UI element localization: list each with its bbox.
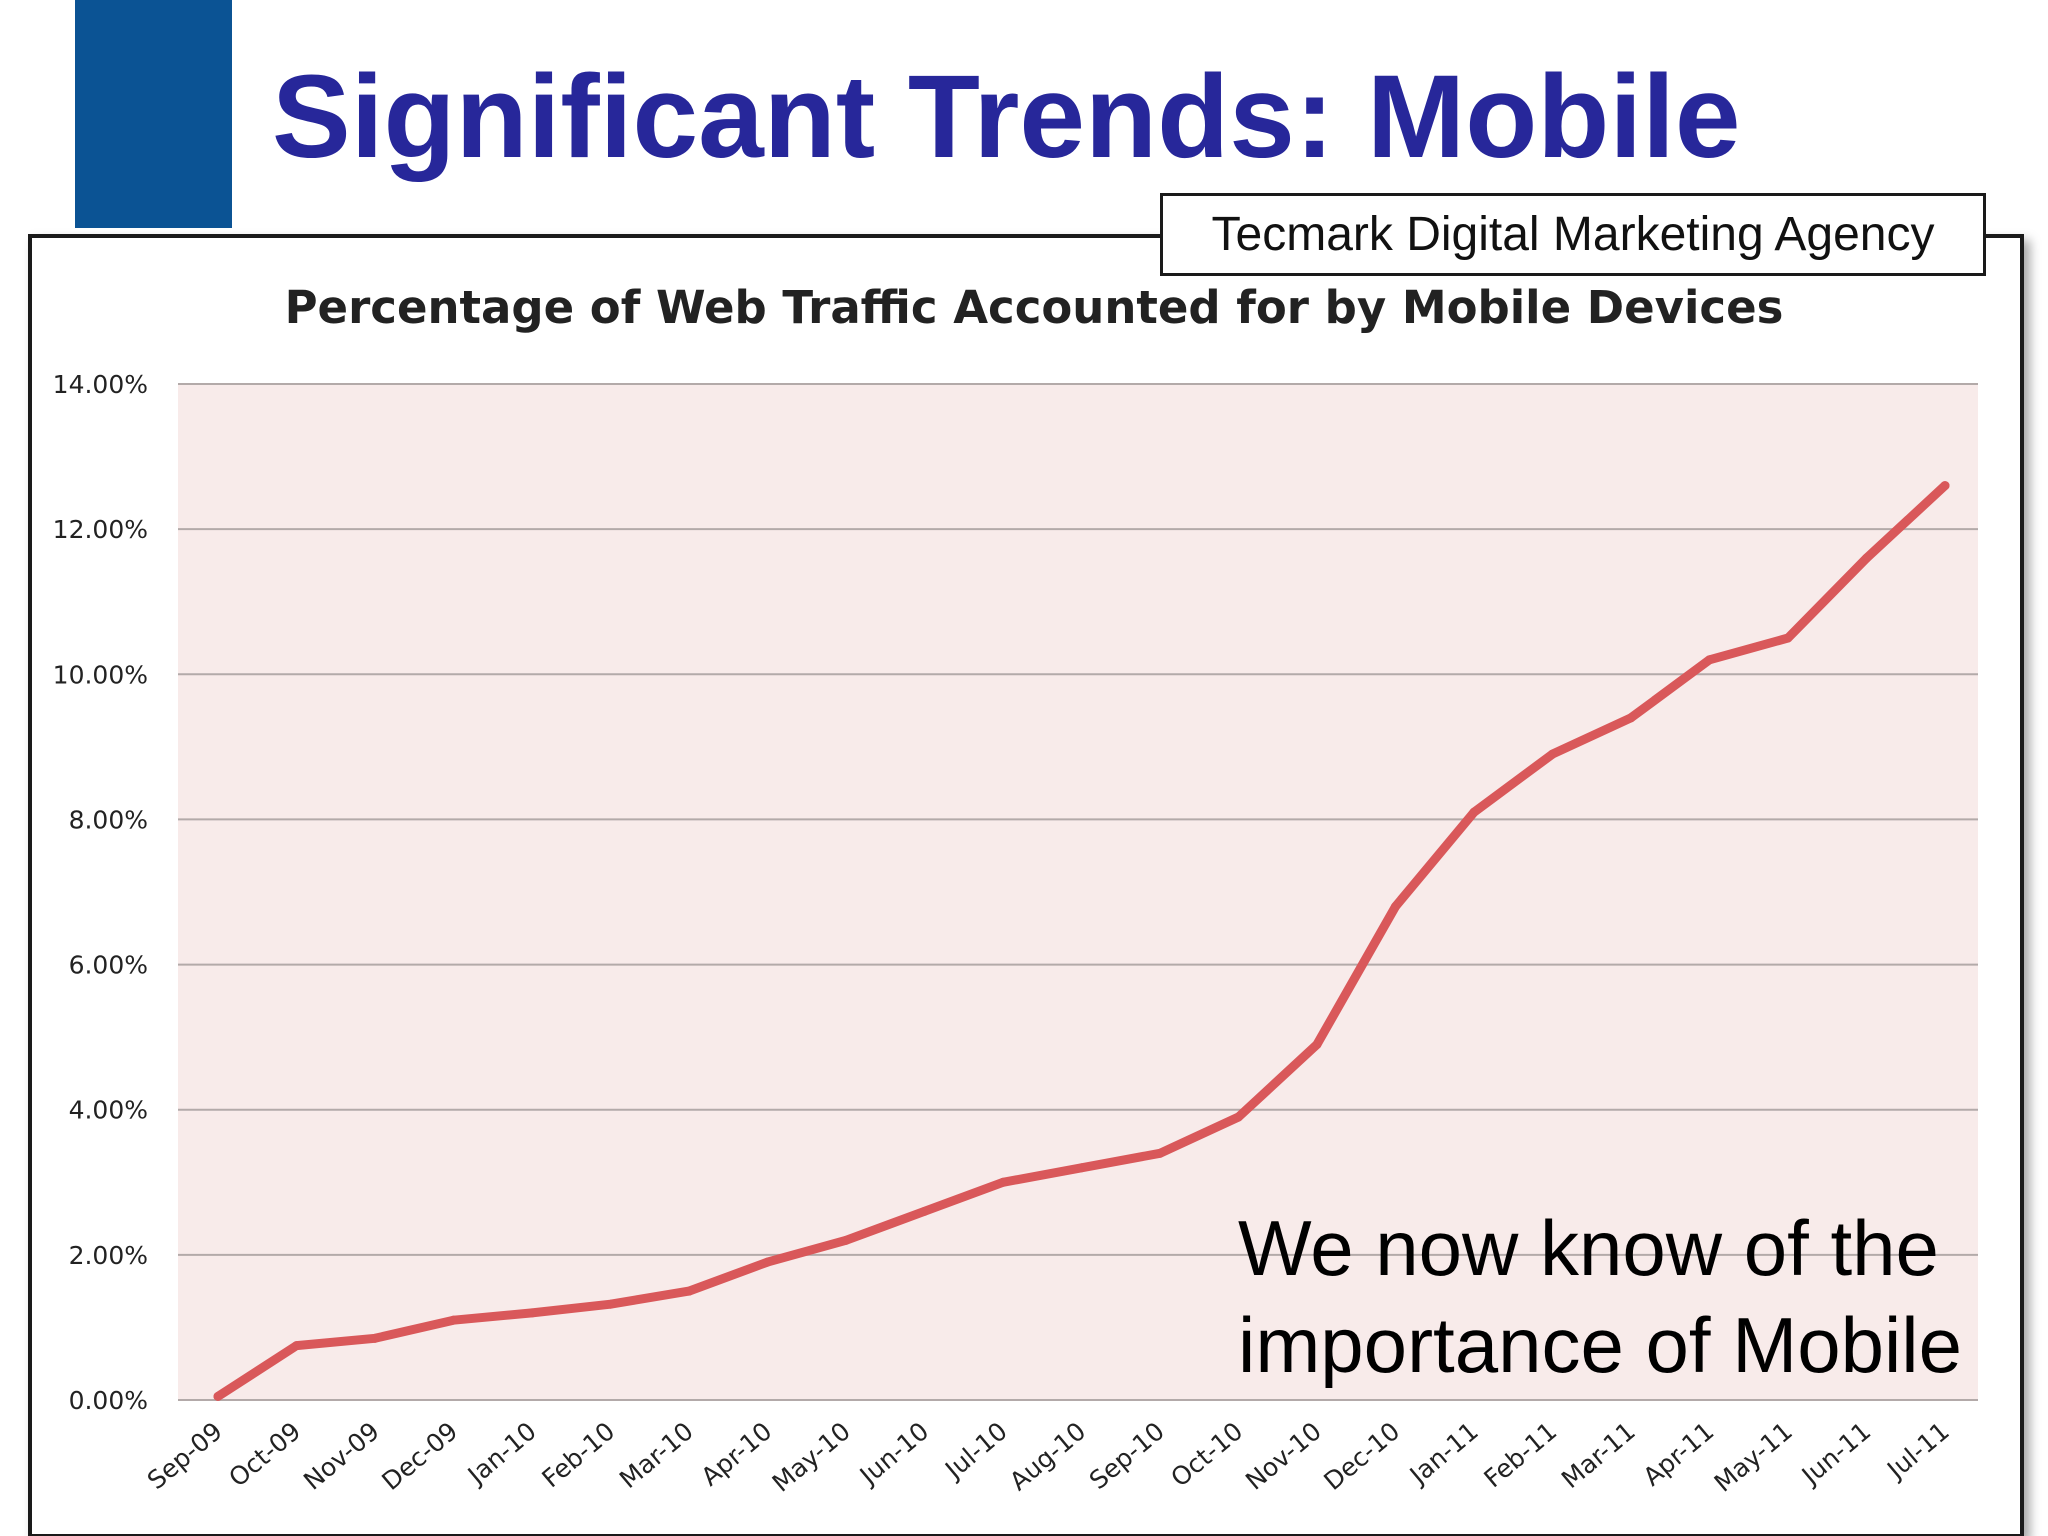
y-tick-label: 2.00% [69, 1241, 148, 1270]
data-point [213, 1391, 223, 1401]
data-point [841, 1235, 851, 1245]
data-point [1234, 1112, 1243, 1122]
x-tick-label: Jul-10 [938, 1416, 1013, 1485]
x-tick-label: Dec-09 [376, 1416, 463, 1496]
x-tick-label: Apr-10 [696, 1416, 778, 1491]
y-tick-label: 4.00% [69, 1096, 148, 1125]
x-tick-label: Sep-09 [142, 1416, 228, 1495]
y-tick-label: 12.00% [53, 515, 148, 544]
x-tick-label: Mar-11 [1556, 1416, 1641, 1494]
x-tick-label: Sep-10 [1084, 1416, 1170, 1495]
plot-area [178, 384, 1978, 1400]
data-point [1862, 553, 1871, 563]
data-point [1705, 655, 1714, 665]
source-label: Tecmark Digital Marketing Agency [1160, 193, 1986, 276]
gridlines [178, 383, 1978, 1401]
series-group [213, 481, 1950, 1401]
slide-title: Significant Trends: Mobile [272, 51, 1741, 183]
y-axis-tick-labels: 0.00% 2.00% 4.00% 6.00% 8.00% 10.00% 12.00% 14.… [53, 370, 148, 1415]
x-tick-label: Jun-11 [1795, 1416, 1876, 1491]
data-point [763, 1257, 772, 1267]
callout-line-1: We now know of the [1238, 1204, 1939, 1292]
data-point [449, 1315, 458, 1325]
data-point [1626, 713, 1636, 723]
data-point [1469, 807, 1479, 817]
data-point [1077, 1163, 1086, 1173]
y-tick-label: 6.00% [69, 951, 148, 980]
x-tick-label: Nov-09 [298, 1416, 385, 1495]
x-tick-label: Jul-11 [1880, 1416, 1955, 1485]
x-tick-label: Dec-10 [1318, 1416, 1405, 1496]
x-tick-label: May-10 [767, 1416, 856, 1497]
y-tick-label: 10.00% [53, 660, 148, 689]
data-point [684, 1286, 694, 1296]
y-tick-label: 14.00% [53, 370, 148, 399]
y-tick-label: 0.00% [69, 1386, 148, 1415]
x-tick-label: Jun-10 [853, 1416, 934, 1491]
data-point [1940, 481, 1950, 491]
data-point [370, 1333, 380, 1343]
data-point [527, 1308, 537, 1318]
data-point [1312, 1039, 1322, 1049]
callout-line-2: importance of Mobile [1238, 1301, 1963, 1389]
x-tick-label: Mar-10 [614, 1416, 699, 1494]
data-point [1391, 902, 1400, 912]
data-point [1155, 1148, 1165, 1158]
x-tick-label: Jan-11 [1403, 1416, 1484, 1491]
data-point [1548, 749, 1557, 759]
x-tick-label: Oct-09 [223, 1416, 306, 1492]
x-tick-label: Nov-10 [1240, 1416, 1327, 1495]
x-tick-label: Jan-10 [461, 1416, 542, 1491]
x-tick-label: Feb-11 [1479, 1416, 1563, 1493]
x-tick-label: Aug-10 [1004, 1416, 1091, 1496]
data-point [292, 1341, 301, 1351]
x-tick-label: Oct-10 [1165, 1416, 1248, 1492]
data-point [1783, 633, 1793, 643]
callout-text: We now know of the importance of Mobile [1238, 1200, 1962, 1394]
title-accent-block [75, 0, 232, 228]
data-point [920, 1206, 929, 1216]
chart-title: Percentage of Web Traffic Accounted for … [285, 281, 1784, 334]
x-tick-label: Feb-10 [537, 1416, 621, 1493]
data-point [998, 1177, 1008, 1187]
data-point [606, 1299, 615, 1309]
x-tick-label: May-11 [1709, 1416, 1798, 1497]
y-tick-label: 8.00% [69, 805, 148, 834]
x-tick-label: Apr-11 [1638, 1416, 1720, 1491]
